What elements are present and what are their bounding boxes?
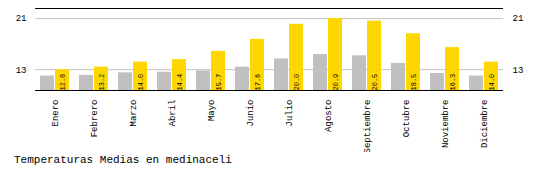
svg-text:Septiembre: Septiembre bbox=[363, 100, 373, 153]
svg-text:12.8: 12.8 bbox=[59, 74, 67, 91]
svg-text:14.4: 14.4 bbox=[176, 74, 184, 91]
svg-text:13: 13 bbox=[16, 66, 27, 76]
svg-text:Abril: Abril bbox=[168, 100, 178, 127]
svg-text:Diciembre: Diciembre bbox=[480, 100, 490, 149]
svg-text:21: 21 bbox=[513, 14, 524, 24]
svg-text:Junio: Junio bbox=[246, 100, 256, 127]
svg-text:Febrero: Febrero bbox=[90, 100, 100, 138]
svg-text:14.0: 14.0 bbox=[488, 74, 496, 91]
svg-text:15.7: 15.7 bbox=[215, 74, 223, 91]
svg-text:13.2: 13.2 bbox=[98, 74, 106, 91]
html-text:Temperaturas Medias en medinac: Temperaturas Medias en medinaceli bbox=[14, 154, 232, 166]
svg-text:20.5: 20.5 bbox=[371, 74, 379, 91]
svg-text:Agosto: Agosto bbox=[324, 100, 334, 132]
svg-text:18.5: 18.5 bbox=[410, 74, 418, 91]
svg-text:13: 13 bbox=[513, 66, 524, 76]
svg-text:Marzo: Marzo bbox=[129, 100, 139, 127]
svg-text:14.0: 14.0 bbox=[137, 74, 145, 91]
svg-text:Enero: Enero bbox=[51, 100, 61, 127]
svg-text:20.9: 20.9 bbox=[332, 74, 340, 91]
svg-text:Julio: Julio bbox=[285, 100, 295, 127]
svg-text:Mayo: Mayo bbox=[207, 100, 217, 122]
svg-text:17.6: 17.6 bbox=[254, 74, 262, 91]
svg-text:Octubre: Octubre bbox=[402, 100, 412, 138]
svg-text:Noviembre: Noviembre bbox=[441, 100, 451, 149]
svg-text:16.3: 16.3 bbox=[449, 74, 457, 91]
svg-text:21: 21 bbox=[16, 14, 27, 24]
svg-text:20.0: 20.0 bbox=[293, 74, 301, 91]
